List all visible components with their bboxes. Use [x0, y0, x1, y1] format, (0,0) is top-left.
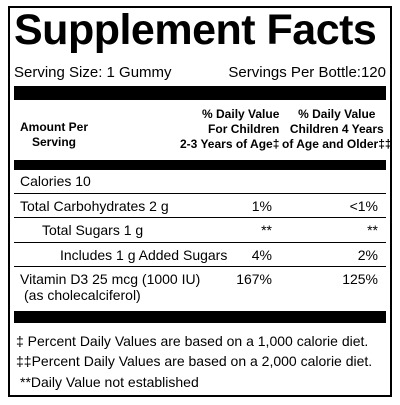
- row-rule: [14, 266, 386, 267]
- dv-children: 1%: [251, 198, 272, 214]
- header-line: Serving: [32, 135, 77, 149]
- row-label: Includes 1 g Added Sugars: [60, 247, 228, 263]
- header-line: Amount Per: [20, 120, 89, 134]
- header-line: of Age and Older‡‡: [282, 137, 392, 151]
- row-label: Total Carbohydrates 2 g: [20, 198, 169, 214]
- title: Supplement Facts: [14, 6, 377, 54]
- thick-rule: [14, 311, 386, 323]
- row-label: Calories 10: [20, 173, 91, 189]
- dv-children: 167%: [236, 271, 272, 287]
- row-label: Total Sugars 1 g: [42, 222, 144, 238]
- dv-adults: <1%: [349, 198, 378, 214]
- dv-adults: 2%: [357, 247, 378, 263]
- row-label: Vitamin D3 25 mcg (1000 IU): [20, 271, 201, 287]
- label-box: Supplement Facts Serving Size: 1 Gummy S…: [8, 6, 392, 397]
- column-header: Amount Per Serving: [20, 120, 88, 150]
- dv-adults: **: [367, 222, 378, 238]
- dv-children: **: [261, 222, 272, 238]
- dv-children: 4%: [251, 247, 272, 263]
- row-rule: [14, 217, 386, 218]
- row-sublabel: (as cholecalciferol): [24, 287, 141, 303]
- header-line: For Children: [208, 122, 280, 136]
- footnote: **Daily Value not established: [20, 374, 199, 390]
- header-line: Children 4 Years: [289, 122, 384, 136]
- column-header: % Daily Value For Children 2-3 Years of …: [180, 107, 279, 152]
- dv-adults: 125%: [342, 271, 378, 287]
- footnote: ‡ Percent Daily Values are based on a 1,…: [16, 333, 369, 349]
- row-rule: [14, 193, 386, 194]
- thick-rule: [14, 160, 386, 170]
- column-header: % Daily Value Children 4 Years of Age an…: [282, 107, 392, 152]
- header-line: 2-3 Years of Age‡: [180, 137, 280, 151]
- footnote: ‡‡Percent Daily Values are based on a 2,…: [16, 353, 373, 369]
- servings-per-bottle: Servings Per Bottle:120: [228, 64, 386, 81]
- row-rule: [14, 242, 386, 243]
- thick-rule: [14, 86, 386, 100]
- header-line: % Daily Value: [202, 107, 280, 121]
- serving-size: Serving Size: 1 Gummy: [14, 64, 172, 81]
- header-line: % Daily Value: [298, 107, 376, 121]
